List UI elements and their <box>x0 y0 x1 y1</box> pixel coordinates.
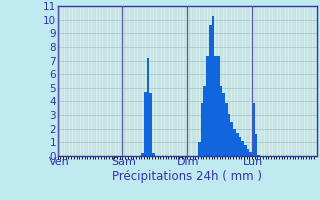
Bar <box>244 145 247 156</box>
Bar <box>212 16 214 156</box>
Bar <box>230 122 233 156</box>
Bar <box>209 25 212 156</box>
Bar <box>201 103 204 156</box>
Bar <box>144 92 147 156</box>
Bar <box>222 93 225 156</box>
Bar <box>233 129 236 156</box>
Bar <box>228 114 230 156</box>
X-axis label: Précipitations 24h ( mm ): Précipitations 24h ( mm ) <box>112 170 262 183</box>
Bar <box>220 86 222 156</box>
Bar <box>152 153 155 156</box>
Bar <box>225 103 228 156</box>
Bar <box>147 58 149 156</box>
Bar <box>214 56 217 156</box>
Bar <box>249 152 252 156</box>
Bar <box>257 155 260 156</box>
Bar <box>198 142 201 156</box>
Bar <box>252 103 255 156</box>
Bar <box>206 56 209 156</box>
Bar <box>255 134 257 156</box>
Bar <box>141 153 144 156</box>
Bar <box>247 149 249 156</box>
Bar <box>217 56 220 156</box>
Bar <box>149 93 152 156</box>
Bar <box>236 133 238 156</box>
Bar <box>238 137 241 156</box>
Bar <box>204 86 206 156</box>
Bar <box>241 141 244 156</box>
